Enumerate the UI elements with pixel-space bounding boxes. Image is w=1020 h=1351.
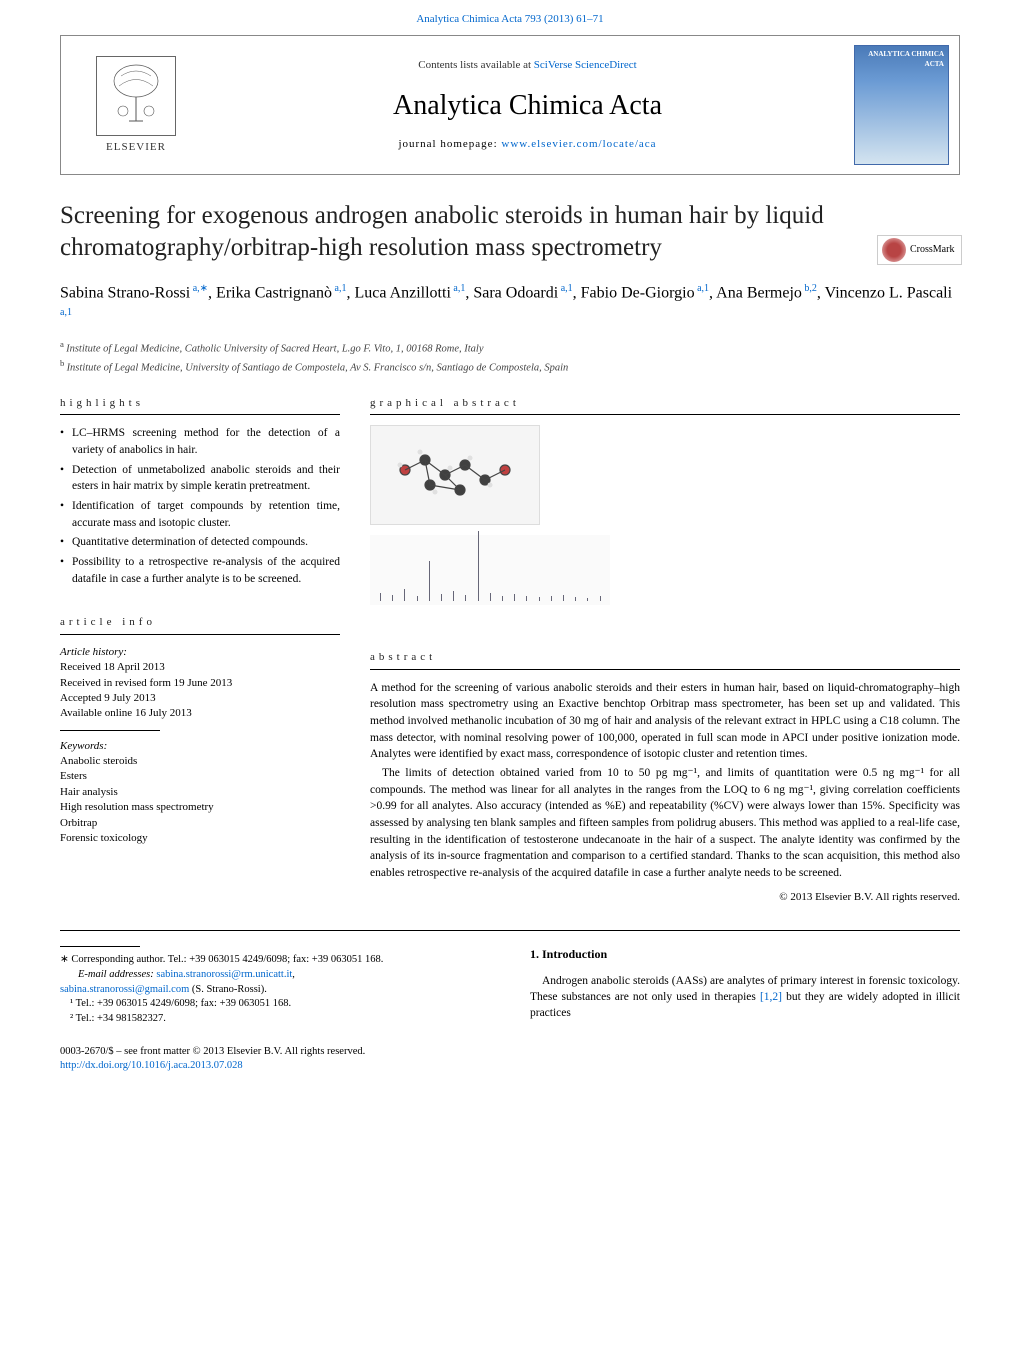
molecule-image xyxy=(370,425,540,525)
abstract-text: A method for the screening of various an… xyxy=(370,680,960,882)
journal-title: Analytica Chimica Acta xyxy=(201,86,854,125)
history-divider xyxy=(60,730,160,731)
author-email-1[interactable]: sabina.stranorossi@rm.unicatt.it xyxy=(156,969,292,980)
contents-prefix: Contents lists available at xyxy=(418,59,533,71)
abstract-heading: abstract xyxy=(370,650,960,669)
footnotes: ∗ Corresponding author. Tel.: +39 063015… xyxy=(60,946,490,1026)
highlight-item: Possibility to a retrospective re-analys… xyxy=(60,554,340,587)
journal-header: ELSEVIER Contents lists available at Sci… xyxy=(60,35,960,175)
elsevier-label: ELSEVIER xyxy=(106,140,166,155)
graphical-abstract-heading: graphical abstract xyxy=(370,396,960,415)
email-author-suffix: (S. Strano-Rossi). xyxy=(189,984,267,995)
history-line: Received in revised form 19 June 2013 xyxy=(60,676,340,691)
author-affiliation-marker: a,1 xyxy=(60,307,72,318)
introduction-heading: 1. Introduction xyxy=(530,946,960,963)
keyword-item: Anabolic steroids xyxy=(60,754,340,769)
homepage-link[interactable]: www.elsevier.com/locate/aca xyxy=(501,138,656,150)
keywords-list: Anabolic steroidsEstersHair analysisHigh… xyxy=(60,754,340,846)
author-name: Vincenzo L. Pascali xyxy=(825,284,952,301)
email-label: E-mail addresses: xyxy=(78,969,156,980)
author-name: Sabina Strano-Rossi xyxy=(60,284,190,301)
corresponding-author-note: ∗ Corresponding author. Tel.: +39 063015… xyxy=(60,953,490,968)
crossmark-icon xyxy=(882,238,906,262)
keyword-item: Hair analysis xyxy=(60,785,340,800)
keyword-item: Orbitrap xyxy=(60,816,340,831)
author-affiliation-marker: a,1 xyxy=(695,283,709,294)
bottom-divider xyxy=(60,930,960,931)
keywords-label: Keywords: xyxy=(60,739,340,754)
affiliations: a Institute of Legal Medicine, Catholic … xyxy=(60,338,960,376)
affiliation-line: b Institute of Legal Medicine, Universit… xyxy=(60,357,960,376)
author-affiliation-marker: a,1 xyxy=(332,283,346,294)
history-line: Received 18 April 2013 xyxy=(60,660,340,675)
copyright-line: © 2013 Elsevier B.V. All rights reserved… xyxy=(370,890,960,905)
author-affiliation-marker: a,1 xyxy=(451,283,465,294)
journal-cover-thumbnail: ANALYTICA CHIMICA ACTA xyxy=(854,45,949,165)
article-info-heading: article info xyxy=(60,615,340,634)
highlight-item: Detection of unmetabolized anabolic ster… xyxy=(60,462,340,495)
introduction-text: Androgen anabolic steroids (AASs) are an… xyxy=(530,973,960,1021)
author-name: Fabio De-Giorgio xyxy=(581,284,695,301)
author-name: Luca Anzillotti xyxy=(354,284,450,301)
abstract-paragraph: A method for the screening of various an… xyxy=(370,680,960,763)
highlights-list: LC–HRMS screening method for the detecti… xyxy=(60,425,340,587)
introduction-section: 1. Introduction Androgen anabolic steroi… xyxy=(530,946,960,1026)
citation-link[interactable]: Analytica Chimica Acta 793 (2013) 61–71 xyxy=(0,0,1020,35)
highlight-item: Identification of target compounds by re… xyxy=(60,498,340,531)
history-line: Available online 16 July 2013 xyxy=(60,706,340,721)
reference-link[interactable]: [1,2] xyxy=(760,991,782,1003)
issn-block: 0003-2670/$ – see front matter © 2013 El… xyxy=(60,1045,960,1074)
homepage-prefix: journal homepage: xyxy=(398,138,501,150)
authors-line: Sabina Strano-Rossi a,∗, Erika Castrigna… xyxy=(60,281,960,330)
author-affiliation-marker: a,1 xyxy=(558,283,572,294)
email-separator: , xyxy=(292,969,295,980)
crossmark-label: CrossMark xyxy=(910,243,954,257)
author-name: Ana Bermejo xyxy=(716,284,802,301)
elsevier-tree-icon xyxy=(96,56,176,136)
elsevier-logo: ELSEVIER xyxy=(71,45,201,165)
highlight-item: LC–HRMS screening method for the detecti… xyxy=(60,425,340,458)
chromatogram-image xyxy=(370,535,610,605)
footnote-1: ¹ Tel.: +39 063015 4249/6098; fax: +39 0… xyxy=(60,997,490,1012)
author-affiliation-marker: a,∗ xyxy=(190,283,208,294)
cover-title: ANALYTICA CHIMICA ACTA xyxy=(859,50,944,70)
sciencedirect-link[interactable]: SciVerse ScienceDirect xyxy=(534,59,637,71)
article-history-lines: Received 18 April 2013Received in revise… xyxy=(60,660,340,722)
highlights-heading: highlights xyxy=(60,396,340,415)
footnote-2: ² Tel.: +34 981582327. xyxy=(60,1012,490,1027)
article-history-label: Article history: xyxy=(60,645,340,660)
keyword-item: Forensic toxicology xyxy=(60,831,340,846)
author-affiliation-marker: b,2 xyxy=(802,283,817,294)
contents-line: Contents lists available at SciVerse Sci… xyxy=(201,58,854,73)
keyword-item: Esters xyxy=(60,769,340,784)
abstract-paragraph: The limits of detection obtained varied … xyxy=(370,765,960,882)
article-title: Screening for exogenous androgen anaboli… xyxy=(60,200,960,263)
history-line: Accepted 9 July 2013 xyxy=(60,691,340,706)
author-email-2[interactable]: sabina.stranorossi@gmail.com xyxy=(60,984,189,995)
affiliation-line: a Institute of Legal Medicine, Catholic … xyxy=(60,338,960,357)
highlight-item: Quantitative determination of detected c… xyxy=(60,534,340,551)
issn-line: 0003-2670/$ – see front matter © 2013 El… xyxy=(60,1045,960,1060)
journal-homepage: journal homepage: www.elsevier.com/locat… xyxy=(201,137,854,152)
keyword-item: High resolution mass spectrometry xyxy=(60,800,340,815)
crossmark-badge[interactable]: CrossMark xyxy=(877,235,962,265)
author-name: Sara Odoardi xyxy=(473,284,558,301)
graphical-abstract-image xyxy=(370,425,620,625)
doi-link[interactable]: http://dx.doi.org/10.1016/j.aca.2013.07.… xyxy=(60,1060,243,1071)
author-name: Erika Castrignanò xyxy=(216,284,332,301)
